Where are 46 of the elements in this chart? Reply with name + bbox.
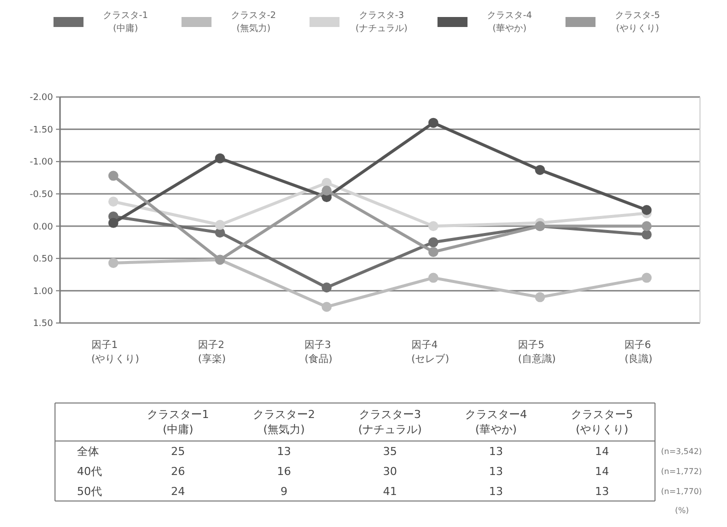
data-label: 41 [383, 484, 397, 498]
y-tick-label: 0.50 [32, 254, 54, 265]
x-tick-label: 因子6 (良識) [624, 340, 653, 365]
y-tick-label: 0.00 [32, 222, 54, 232]
y-tick-label: 50代 [77, 484, 102, 498]
data-label: 35 [383, 444, 397, 458]
data-label: 13 [489, 444, 503, 458]
y-tick-label: -1.50 [30, 125, 54, 136]
data-label: 9 [280, 484, 288, 498]
x-tick-label: 因子5 (自意識) [518, 340, 556, 365]
data-label: 13 [277, 444, 291, 458]
x-tick-label: 因子4 (セレブ) [411, 340, 450, 365]
x-tick-label: 因子1 (やりくり) [91, 340, 140, 365]
legend-label: クラスタ-2 (無気力) [231, 11, 276, 34]
data-label: 26 [171, 464, 185, 478]
legend-label: クラスタ-4 (華やか) [487, 11, 532, 34]
y-tick-label: 40代 [77, 464, 102, 478]
data-label: 13 [489, 484, 503, 498]
legend-label: クラスタ-1 (中庸) [103, 11, 148, 34]
data-label: 13 [489, 464, 503, 478]
data-label: 16 [277, 464, 291, 478]
x-tick-label: クラスター3 (ナチュラル) [358, 408, 422, 436]
legend-label: クラスタ-5 (やりくり) [615, 11, 660, 34]
y-tick-label: 全体 [77, 444, 99, 458]
y-tick-label: -2.00 [30, 93, 54, 104]
data-label: 25 [171, 444, 185, 458]
y-tick-label: 1.50 [32, 319, 54, 330]
y2-tick-label: (n=1,772) [661, 466, 702, 476]
y-tick-label: 1.00 [32, 286, 54, 297]
text: (%) [675, 506, 689, 515]
y2-tick-label: (n=3,542) [661, 446, 702, 456]
legend-label: クラスタ-3 (ナチュラル) [355, 11, 408, 34]
x-tick-label: 因子2 (享楽) [198, 340, 226, 365]
x-tick-label: クラスター5 (やりくり) [571, 408, 633, 436]
y-tick-label: -1.00 [30, 158, 54, 168]
data-label: 30 [383, 464, 397, 478]
x-tick-label: クラスター1 (中庸) [147, 408, 209, 436]
x-tick-label: 因子3 (食品) [304, 340, 333, 365]
data-label: 14 [595, 444, 609, 458]
y-tick-label: -0.50 [30, 190, 54, 200]
y2-tick-label: (n=1,770) [661, 486, 702, 496]
data-label: 24 [171, 484, 185, 498]
data-label: 13 [595, 484, 609, 498]
x-tick-label: クラスター2 (無気力) [253, 408, 315, 436]
x-tick-label: クラスター4 (華やか) [465, 408, 527, 436]
data-label: 14 [595, 464, 609, 478]
